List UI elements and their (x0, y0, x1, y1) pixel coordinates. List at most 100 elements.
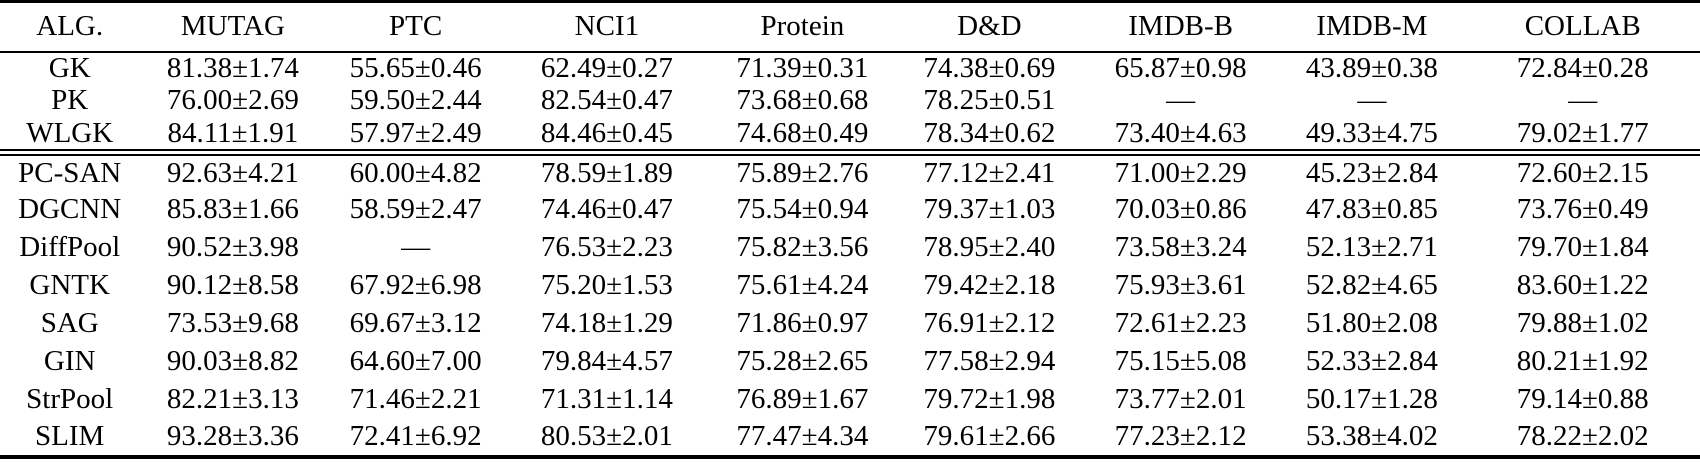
score-cell-pc-san-imdb-b: 71.00±2.29 (1114, 156, 1247, 189)
table-row-gntk: GNTK 90.12±8.58 67.92±6.98 75.20±1.53 75.61±… (0, 267, 1700, 305)
column-header-alg: ALG. (36, 9, 104, 42)
alg-label-dgcnn: DGCNN (18, 192, 122, 225)
score-cell-gntk-imdb-b: 75.93±3.61 (1114, 268, 1247, 301)
score-cell-diffpool-ptc: — (401, 230, 431, 263)
score-cell-strpool-ptc: 71.46±2.21 (349, 382, 482, 415)
score-cell-dgcnn-mutag: 85.83±1.66 (166, 192, 299, 225)
score-cell-dgcnn-ptc: 58.59±2.47 (349, 192, 482, 225)
table-row-slim: SLIM 93.28±3.36 72.41±6.92 80.53±2.01 77.47±… (0, 419, 1700, 457)
alg-label-wlgk: WLGK (26, 116, 114, 149)
score-cell-gin-imdb-m: 52.33±2.84 (1305, 344, 1438, 377)
table-row-gin: GIN 90.03±8.82 64.60±7.00 79.84±4.57 75.28±2… (0, 343, 1700, 381)
score-cell-sag-mutag: 73.53±9.68 (166, 306, 299, 339)
score-cell-wlgk-ptc: 57.97±2.49 (349, 116, 482, 149)
score-cell-pk-imdb-b: — (1166, 84, 1196, 117)
score-cell-gk-nci1: 62.49±0.27 (540, 51, 673, 84)
score-cell-pk-d-d: 78.25±0.51 (923, 84, 1056, 117)
score-cell-diffpool-imdb-m: 52.13±2.71 (1305, 230, 1438, 263)
table-header: ALG. MUTAG PTC NCI1 Protein D&D IMDB-B IMDB-M CO… (0, 2, 1700, 52)
score-cell-gk-protein: 71.39±0.31 (736, 51, 869, 84)
alg-label-pc-san: PC-SAN (18, 156, 122, 189)
score-cell-wlgk-nci1: 84.46±0.45 (540, 116, 673, 149)
column-header-protein: Protein (760, 9, 845, 42)
table-row-gk: GK 81.38±1.74 55.65±0.46 62.49±0.27 71.39±0.… (0, 52, 1700, 85)
score-cell-gntk-collab: 83.60±1.22 (1516, 268, 1649, 301)
table-row-wlgk: WLGK 84.11±1.91 57.97±2.49 84.46±0.45 74.68±… (0, 116, 1700, 153)
gnn-methods-section: PC-SAN 92.63±4.21 60.00±4.82 78.59±1.89 75.8… (0, 152, 1700, 457)
alg-label-gk: GK (48, 51, 91, 84)
score-cell-dgcnn-imdb-m: 47.83±0.85 (1305, 192, 1438, 225)
column-header-ptc: PTC (389, 9, 443, 42)
score-cell-pc-san-ptc: 60.00±4.82 (349, 156, 482, 189)
score-cell-dgcnn-nci1: 74.46±0.47 (540, 192, 673, 225)
score-cell-gin-imdb-b: 75.15±5.08 (1114, 344, 1247, 377)
score-cell-strpool-imdb-m: 50.17±1.28 (1305, 382, 1438, 415)
score-cell-slim-ptc: 72.41±6.92 (349, 419, 482, 452)
score-cell-diffpool-protein: 75.82±3.56 (736, 230, 869, 263)
score-cell-gk-collab: 72.84±0.28 (1516, 51, 1649, 84)
alg-label-slim: SLIM (35, 419, 105, 452)
score-cell-sag-imdb-m: 51.80±2.08 (1305, 306, 1438, 339)
alg-label-sag: SAG (40, 306, 99, 339)
score-cell-gntk-ptc: 67.92±6.98 (349, 268, 482, 301)
score-cell-slim-mutag: 93.28±3.36 (166, 419, 299, 452)
score-cell-sag-ptc: 69.67±3.12 (349, 306, 482, 339)
score-cell-pc-san-mutag: 92.63±4.21 (166, 156, 299, 189)
table-row-sag: SAG 73.53±9.68 69.67±3.12 74.18±1.29 71.86±0… (0, 305, 1700, 343)
score-cell-dgcnn-imdb-b: 70.03±0.86 (1114, 192, 1247, 225)
score-cell-pc-san-protein: 75.89±2.76 (736, 156, 869, 189)
score-cell-slim-nci1: 80.53±2.01 (540, 419, 673, 452)
score-cell-diffpool-mutag: 90.52±3.98 (166, 230, 299, 263)
alg-label-pk: PK (51, 84, 89, 117)
score-cell-wlgk-protein: 74.68±0.49 (736, 116, 869, 149)
score-cell-pk-mutag: 76.00±2.69 (166, 84, 299, 117)
kernel-methods-section: GK 81.38±1.74 55.65±0.46 62.49±0.27 71.39±0.… (0, 52, 1700, 153)
score-cell-dgcnn-protein: 75.54±0.94 (736, 192, 869, 225)
score-cell-gk-ptc: 55.65±0.46 (349, 51, 482, 84)
table-row-dgcnn: DGCNN 85.83±1.66 58.59±2.47 74.46±0.47 75.54… (0, 191, 1700, 229)
score-cell-gntk-imdb-m: 52.82±4.65 (1305, 268, 1438, 301)
score-cell-gk-d-d: 74.38±0.69 (923, 51, 1056, 84)
column-header-imdb-b: IMDB-B (1128, 9, 1233, 42)
score-cell-strpool-mutag: 82.21±3.13 (166, 382, 299, 415)
alg-label-gntk: GNTK (29, 268, 110, 301)
score-cell-sag-collab: 79.88±1.02 (1516, 306, 1649, 339)
score-cell-gntk-d-d: 79.42±2.18 (923, 268, 1056, 301)
score-cell-slim-protein: 77.47±4.34 (736, 419, 869, 452)
score-cell-gk-imdb-b: 65.87±0.98 (1114, 51, 1247, 84)
score-cell-wlgk-collab: 79.02±1.77 (1516, 116, 1649, 149)
score-cell-gin-protein: 75.28±2.65 (736, 344, 869, 377)
score-cell-wlgk-imdb-b: 73.40±4.63 (1114, 116, 1247, 149)
column-header-collab: COLLAB (1524, 9, 1641, 42)
score-cell-pk-ptc: 59.50±2.44 (349, 84, 482, 117)
score-cell-gin-ptc: 64.60±7.00 (349, 344, 482, 377)
score-cell-wlgk-d-d: 78.34±0.62 (923, 116, 1056, 149)
score-cell-pk-protein: 73.68±0.68 (736, 84, 869, 117)
header-row: ALG. MUTAG PTC NCI1 Protein D&D IMDB-B IMDB-M CO… (0, 2, 1700, 52)
alg-label-gin: GIN (43, 344, 96, 377)
score-cell-gin-collab: 80.21±1.92 (1516, 344, 1649, 377)
score-cell-strpool-d-d: 79.72±1.98 (923, 382, 1056, 415)
score-cell-sag-imdb-b: 72.61±2.23 (1114, 306, 1247, 339)
score-cell-pk-nci1: 82.54±0.47 (540, 84, 673, 117)
score-cell-sag-d-d: 76.91±2.12 (923, 306, 1056, 339)
column-header-nci1: NCI1 (574, 9, 640, 42)
score-cell-gin-mutag: 90.03±8.82 (166, 344, 299, 377)
score-cell-pc-san-collab: 72.60±2.15 (1516, 156, 1649, 189)
score-cell-diffpool-d-d: 78.95±2.40 (923, 230, 1056, 263)
score-cell-strpool-nci1: 71.31±1.14 (540, 382, 673, 415)
score-cell-pc-san-nci1: 78.59±1.89 (540, 156, 673, 189)
column-header-d-d: D&D (957, 9, 1022, 42)
column-header-mutag: MUTAG (180, 9, 285, 42)
score-cell-strpool-protein: 76.89±1.67 (736, 382, 869, 415)
score-cell-wlgk-imdb-m: 49.33±4.75 (1305, 116, 1438, 149)
table-row-pc-san: PC-SAN 92.63±4.21 60.00±4.82 78.59±1.89 75.8… (0, 153, 1700, 191)
score-cell-gk-mutag: 81.38±1.74 (166, 51, 299, 84)
score-cell-wlgk-mutag: 84.11±1.91 (167, 116, 299, 149)
score-cell-gin-d-d: 77.58±2.94 (923, 344, 1056, 377)
score-cell-diffpool-imdb-b: 73.58±3.24 (1114, 230, 1247, 263)
score-cell-slim-d-d: 79.61±2.66 (923, 419, 1056, 452)
table-row-strpool: StrPool 82.21±3.13 71.46±2.21 71.31±1.14 76.… (0, 381, 1700, 419)
table-row-diffpool: DiffPool 90.52±3.98 — 76.53±2.23 75.82±3.56 7… (0, 229, 1700, 267)
